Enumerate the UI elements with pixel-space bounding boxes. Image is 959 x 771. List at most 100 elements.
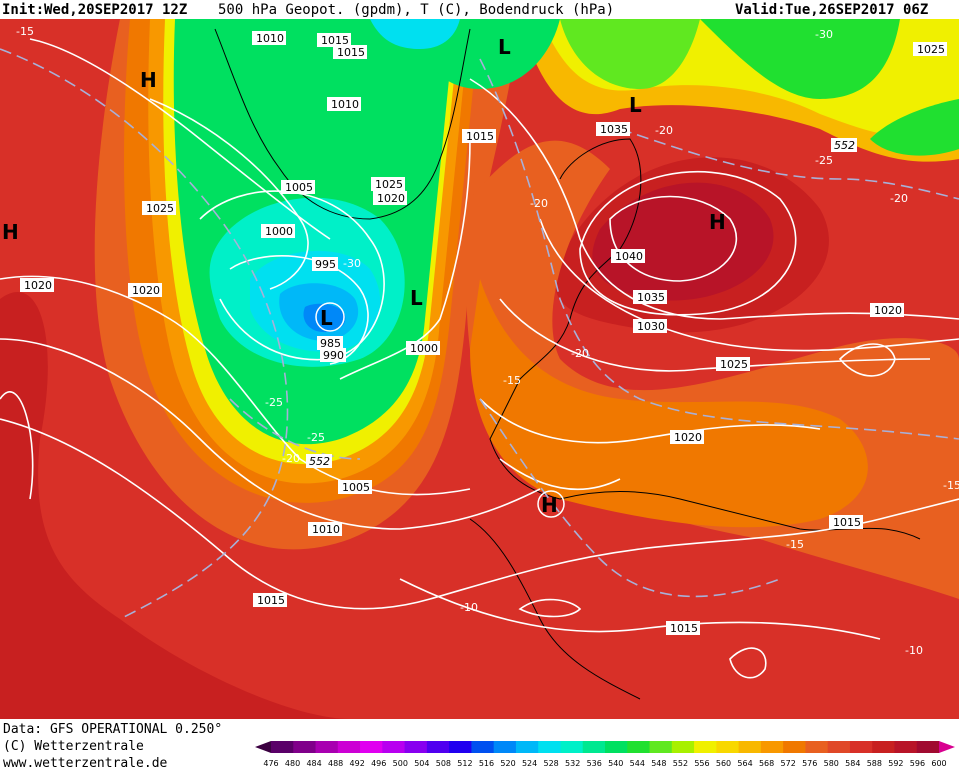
pressure-label: 1025 (371, 177, 405, 191)
svg-text:985: 985 (320, 337, 341, 350)
color-scale-swatch (271, 741, 294, 753)
isobar-high (579, 170, 797, 316)
pressure-label: 985 (317, 336, 343, 350)
isobar-closed (729, 647, 767, 679)
pressure-label: 1020 (373, 191, 407, 205)
pressure-label: 1015 (317, 33, 351, 47)
temp-label: -15 (16, 25, 34, 38)
color-scale-swatch (560, 741, 584, 753)
color-scale-swatch (649, 741, 673, 753)
temp-label: -20 (571, 347, 589, 360)
color-scale-tick-label: 556 (694, 759, 709, 768)
map-canvas: 1010 1015 1015 1010 1025 1020 1005 1000 … (0, 19, 959, 719)
temp-label: -25 (815, 154, 833, 167)
color-scale-tick-label: 580 (824, 759, 839, 768)
svg-text:-20: -20 (282, 452, 300, 465)
svg-text:552: 552 (834, 139, 855, 152)
isobar (0, 275, 471, 496)
temp-band-green-north-east-2 (870, 99, 959, 156)
pressure-label: 1025 (716, 357, 750, 371)
color-scale-tick-label: 496 (371, 759, 386, 768)
isobar (499, 458, 621, 491)
color-scale-tick-label: 560 (716, 759, 731, 768)
color-scale-tick-label: 532 (565, 759, 580, 768)
high-marker: H (709, 210, 726, 234)
svg-text:1015: 1015 (321, 34, 349, 47)
color-scale-tick-label: 516 (479, 759, 494, 768)
svg-text:-15: -15 (503, 374, 521, 387)
svg-text:995: 995 (315, 258, 336, 271)
pressure-label: 1040 (611, 249, 645, 263)
geopotential-label: 552 (306, 454, 332, 468)
isotherm (479, 398, 781, 598)
temp-label: -15 (503, 374, 521, 387)
pressure-label: 995 (312, 257, 338, 271)
color-scale-tick-label: 492 (350, 759, 365, 768)
color-scale-swatch (404, 741, 428, 753)
temp-band-blue (303, 303, 346, 333)
color-scale-tick-label: 572 (781, 759, 796, 768)
pressure-label: 1010 (308, 522, 342, 536)
color-scale-swatch (493, 741, 517, 753)
high-ring (537, 490, 565, 518)
color-scale-swatch (738, 741, 762, 753)
pressure-label: 1000 (406, 341, 440, 355)
copyright-line: (C) Wetterzentrale (3, 739, 144, 754)
svg-text:1000: 1000 (410, 342, 438, 355)
color-scale-swatch (471, 741, 495, 753)
temp-label: -20 (890, 192, 908, 205)
svg-text:1025: 1025 (917, 43, 945, 56)
isobar (229, 255, 369, 365)
svg-text:-20: -20 (655, 124, 673, 137)
color-scale-swatch (627, 741, 651, 753)
isobar (0, 338, 541, 530)
pressure-label: 1015 (666, 621, 700, 635)
temp-band-cyan-north (370, 19, 460, 49)
pressure-label: 1005 (281, 180, 315, 194)
color-scale-tick-label: 528 (543, 759, 558, 768)
color-scale-swatch (827, 741, 851, 753)
color-scale-tick-label: 480 (285, 759, 300, 768)
svg-text:-30: -30 (815, 28, 833, 41)
svg-text:1015: 1015 (833, 516, 861, 529)
svg-text:1010: 1010 (312, 523, 340, 536)
color-scale-swatch (337, 741, 361, 753)
coastline-iberia (469, 518, 641, 700)
color-scale-tick-label: 592 (888, 759, 903, 768)
svg-text:1005: 1005 (285, 181, 313, 194)
color-scale-swatch (515, 741, 539, 753)
high-marker: H (541, 493, 558, 517)
svg-text:1015: 1015 (670, 622, 698, 635)
svg-text:1020: 1020 (874, 304, 902, 317)
color-scale-tick-label: 564 (737, 759, 752, 768)
map-footer: Data: GFS OPERATIONAL 0.250° (C) Wetterz… (0, 719, 959, 771)
website-link[interactable]: www.wetterzentrale.de (3, 756, 168, 771)
temp-label: -20 (530, 197, 548, 210)
color-scale-tick-label: 508 (436, 759, 451, 768)
isobar (479, 398, 821, 444)
color-scale-swatch (538, 741, 561, 753)
color-scale-tick-label: 536 (587, 759, 602, 768)
isotherm (479, 58, 959, 440)
pressure-label: 1035 (633, 290, 667, 304)
color-scale-swatch (382, 741, 406, 753)
svg-text:1020: 1020 (674, 431, 702, 444)
low-marker: L (410, 286, 423, 310)
color-scale-swatch (916, 741, 940, 753)
color-scale-tick-label: 596 (910, 759, 925, 768)
pressure-label: 1015 (829, 515, 863, 529)
pressure-label: 1030 (633, 319, 667, 333)
pressure-label: 1035 (596, 122, 630, 136)
color-scale-tick-label: 568 (759, 759, 774, 768)
svg-text:990: 990 (323, 349, 344, 362)
isobar (0, 391, 34, 500)
temp-label: -15 (943, 479, 959, 492)
low-marker: L (498, 35, 511, 59)
color-scale-swatch (426, 741, 450, 753)
weather-map: 1010 1015 1015 1010 1025 1020 1005 1000 … (0, 19, 959, 719)
isobar (399, 578, 881, 640)
color-scale-tick-label: 512 (457, 759, 472, 768)
temp-band-green-north-center (560, 19, 700, 89)
svg-text:-30: -30 (343, 257, 361, 270)
color-scale-swatch (293, 741, 317, 753)
